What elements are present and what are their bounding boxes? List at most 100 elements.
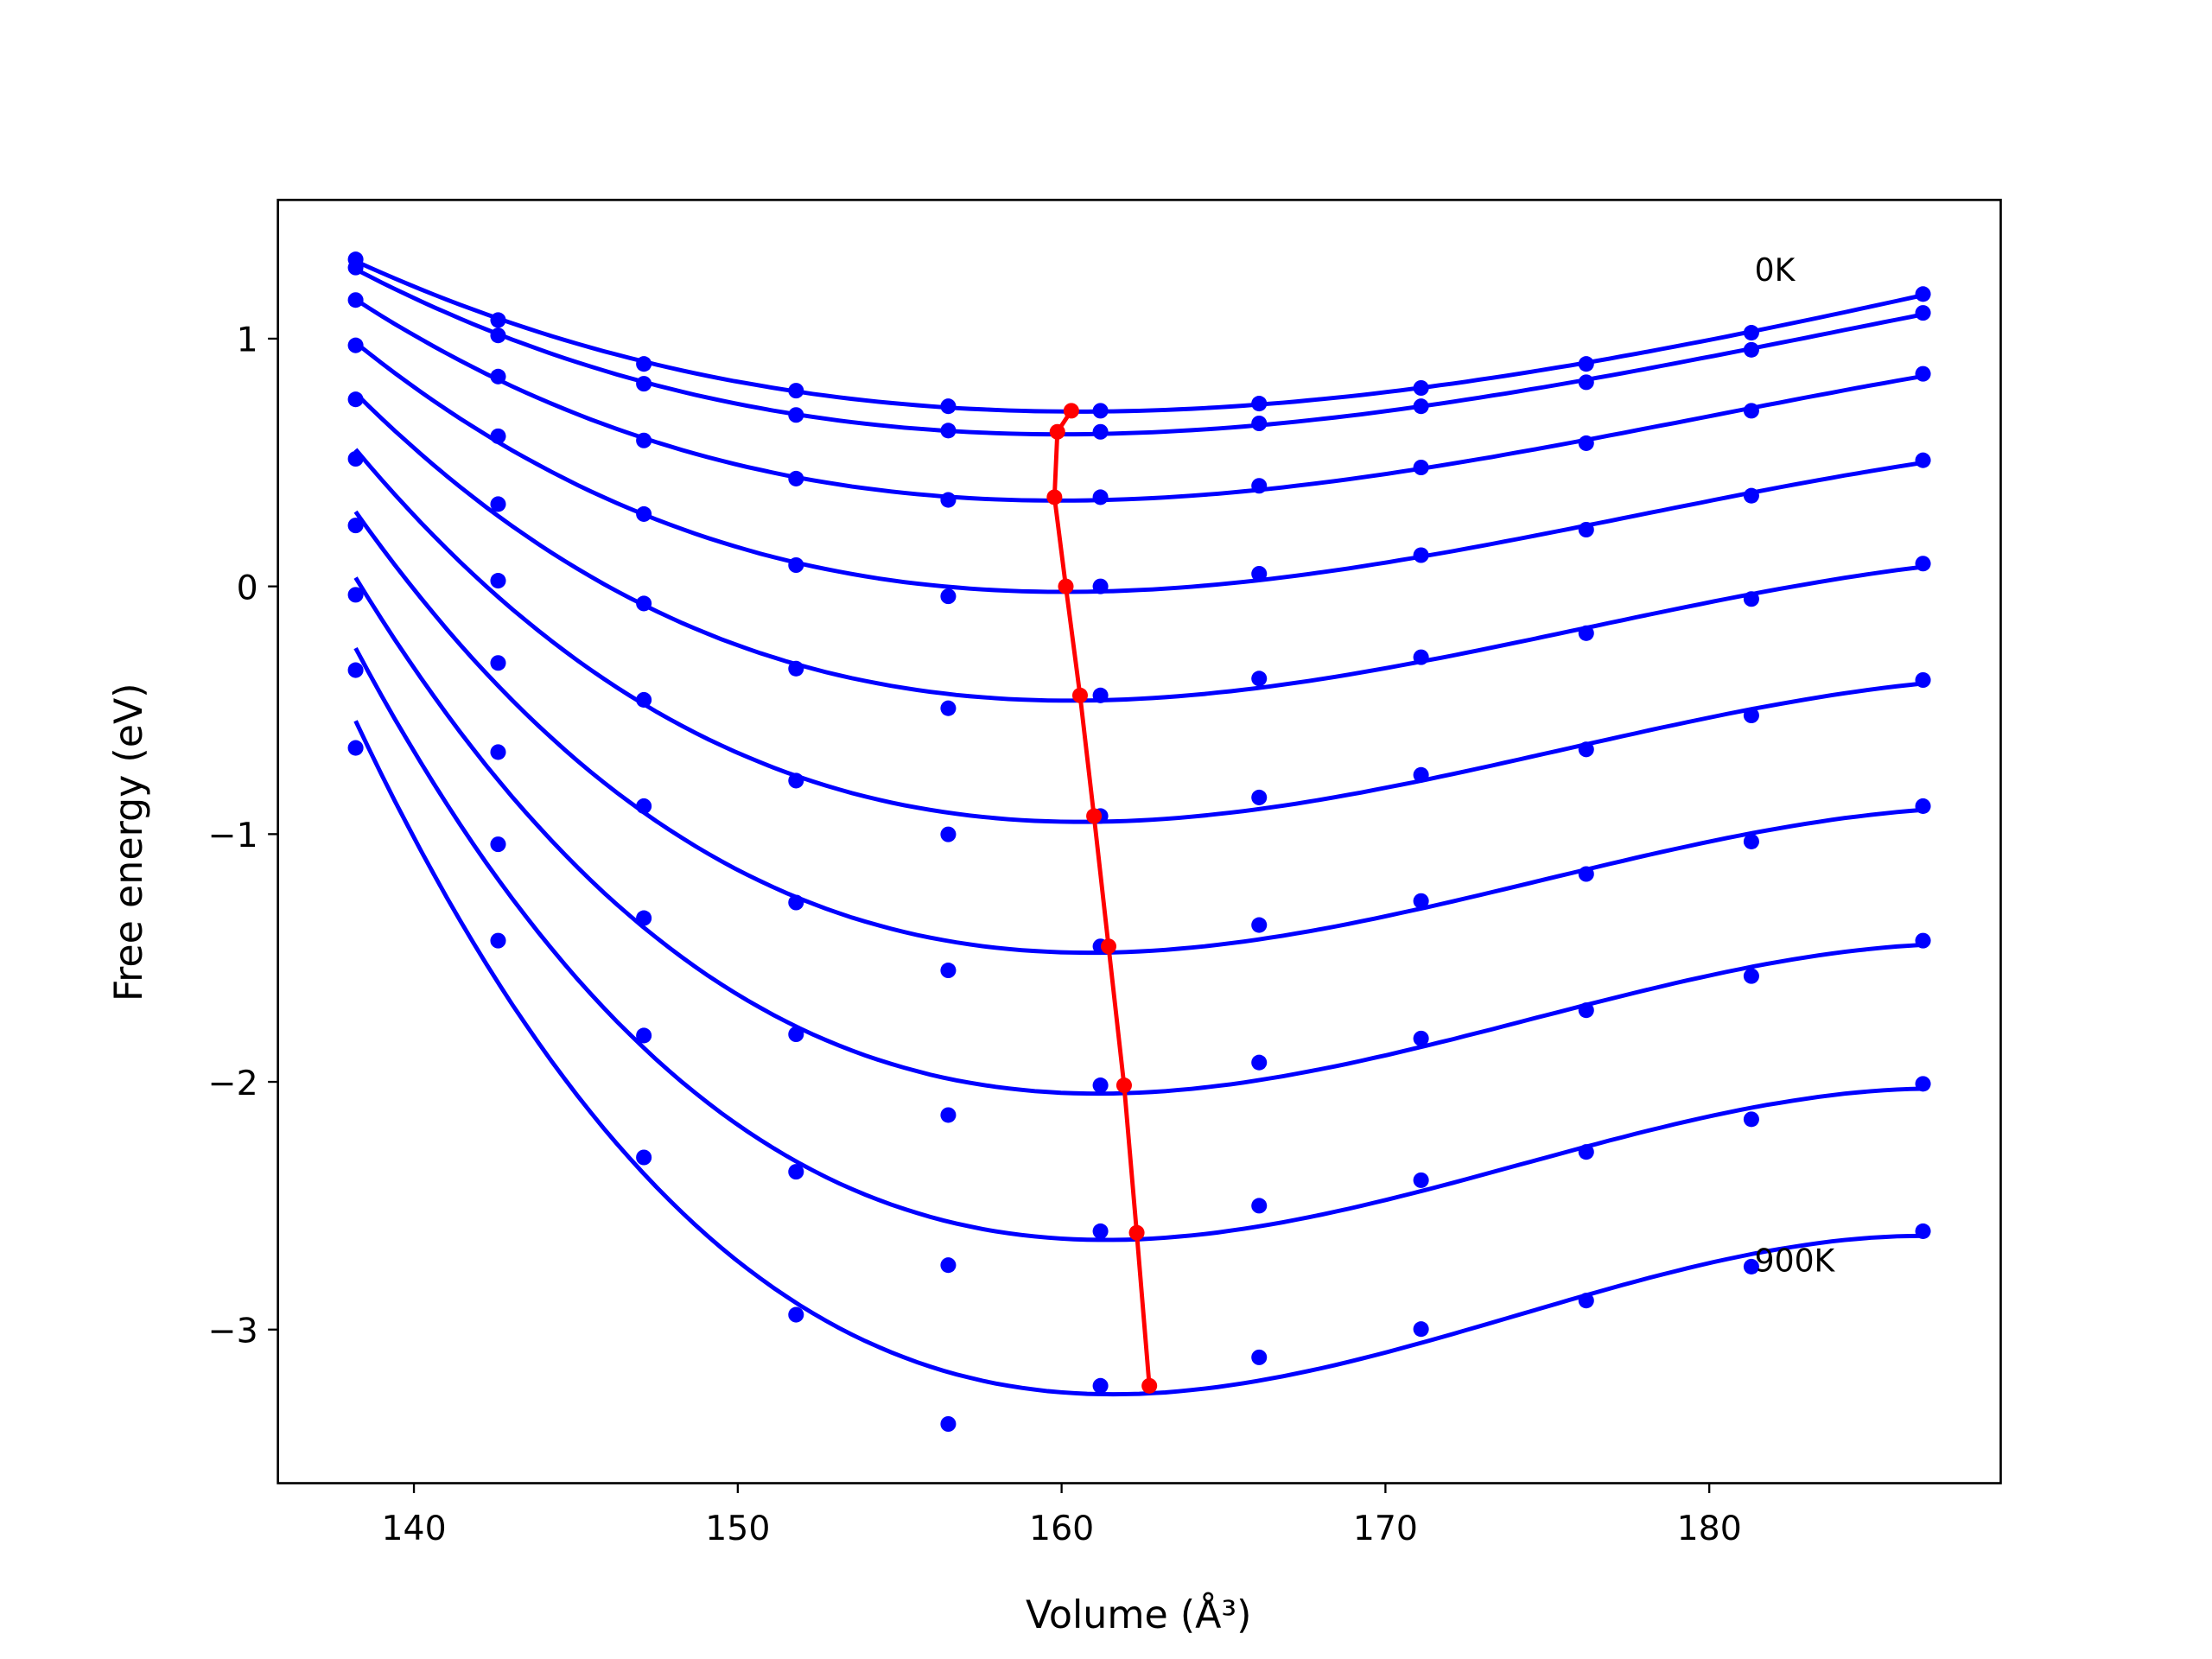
data-point bbox=[490, 836, 506, 853]
data-point bbox=[788, 772, 804, 789]
data-point bbox=[788, 660, 804, 677]
data-point bbox=[1743, 1258, 1759, 1274]
data-point bbox=[347, 337, 364, 353]
data-point bbox=[788, 383, 804, 399]
data-point bbox=[1413, 766, 1429, 783]
minimum-point bbox=[1071, 687, 1089, 703]
fit-curve-1 bbox=[354, 267, 1924, 437]
data-point bbox=[636, 356, 652, 372]
data-point bbox=[347, 587, 364, 603]
minimum-point bbox=[1128, 1224, 1145, 1241]
data-point bbox=[1743, 325, 1759, 341]
data-point bbox=[1915, 798, 1931, 814]
data-point bbox=[347, 740, 364, 756]
x-tick-label: 140 bbox=[381, 1509, 446, 1548]
data-point bbox=[788, 407, 804, 423]
data-point bbox=[490, 368, 506, 385]
data-point bbox=[1578, 625, 1594, 641]
y-tick-label: −3 bbox=[208, 1312, 258, 1351]
data-point bbox=[940, 700, 957, 716]
data-point bbox=[1251, 789, 1268, 805]
data-point bbox=[1251, 1054, 1268, 1071]
data-point bbox=[636, 376, 652, 392]
data-point bbox=[1915, 1223, 1931, 1239]
data-point bbox=[1092, 687, 1109, 703]
data-point bbox=[1413, 1030, 1429, 1046]
data-point bbox=[1915, 1076, 1931, 1092]
minimum-point bbox=[1141, 1377, 1158, 1394]
data-point bbox=[1413, 1321, 1429, 1338]
x-axis-label: Volume (Å³) bbox=[1026, 1592, 1251, 1637]
data-point bbox=[1915, 365, 1931, 382]
data-point bbox=[940, 1415, 957, 1433]
data-point bbox=[1743, 968, 1759, 984]
data-point bbox=[347, 292, 364, 308]
data-point bbox=[490, 312, 506, 328]
data-point bbox=[1743, 487, 1759, 504]
data-point bbox=[636, 1149, 652, 1166]
data-point bbox=[940, 423, 957, 439]
data-point bbox=[1413, 459, 1429, 476]
data-point bbox=[1251, 1198, 1268, 1214]
data-point bbox=[1092, 578, 1109, 594]
data-point bbox=[1092, 489, 1109, 505]
data-point bbox=[1413, 1172, 1429, 1188]
fit-curve-2 bbox=[354, 297, 1923, 503]
data-point bbox=[1743, 341, 1759, 358]
data-point bbox=[788, 1164, 804, 1180]
minimum-point bbox=[1049, 423, 1065, 440]
y-tick-label: −2 bbox=[208, 1064, 258, 1103]
data-point bbox=[1915, 556, 1931, 572]
data-point bbox=[1092, 403, 1109, 419]
fit-curve-6 bbox=[353, 510, 1923, 956]
data-point bbox=[636, 595, 652, 612]
minimum-point bbox=[1046, 489, 1063, 505]
x-tick-label: 160 bbox=[1029, 1509, 1094, 1548]
data-point bbox=[1578, 435, 1594, 451]
data-point bbox=[1251, 396, 1268, 412]
data-point bbox=[1251, 565, 1268, 582]
data-point bbox=[1578, 1002, 1594, 1019]
fit-curve-5 bbox=[353, 448, 1923, 824]
y-tick-label: 0 bbox=[237, 568, 258, 607]
data-point bbox=[1915, 932, 1931, 949]
minimum-line bbox=[1046, 403, 1158, 1394]
data-point bbox=[788, 1026, 804, 1043]
minimum-point bbox=[1116, 1077, 1132, 1094]
data-point bbox=[636, 1027, 652, 1044]
data-point bbox=[1578, 374, 1594, 391]
x-tick-label: 170 bbox=[1353, 1509, 1418, 1548]
fit-curve-3 bbox=[354, 340, 1923, 594]
data-point bbox=[788, 470, 804, 486]
data-point bbox=[1915, 452, 1931, 468]
data-point bbox=[636, 691, 652, 708]
data-point bbox=[636, 910, 652, 926]
annotation-label: 0K bbox=[1755, 251, 1796, 289]
data-point bbox=[490, 496, 506, 512]
data-point bbox=[788, 894, 804, 911]
data-point bbox=[347, 391, 364, 408]
data-point bbox=[1092, 1077, 1109, 1094]
data-point bbox=[1251, 917, 1268, 933]
y-axis-label: Free energy (eV) bbox=[107, 683, 151, 1001]
data-point bbox=[1578, 356, 1594, 372]
minimum-point bbox=[1058, 578, 1074, 594]
data-point bbox=[636, 798, 652, 814]
data-point bbox=[1092, 423, 1109, 440]
data-point bbox=[1578, 1293, 1594, 1309]
fit-curve-9 bbox=[353, 720, 1923, 1397]
data-point bbox=[1743, 833, 1759, 849]
data-point bbox=[940, 492, 957, 508]
data-point bbox=[788, 556, 804, 574]
minimum-point bbox=[1100, 938, 1116, 955]
data-point bbox=[940, 963, 957, 979]
data-point bbox=[1743, 591, 1759, 607]
data-point bbox=[1413, 398, 1429, 415]
data-point bbox=[1578, 741, 1594, 758]
data-point bbox=[1092, 1223, 1109, 1239]
fit-curve-4 bbox=[353, 391, 1923, 703]
fit-curve-0 bbox=[354, 259, 1924, 414]
annotations: 0K 900K bbox=[1755, 251, 1836, 1280]
data-point bbox=[940, 1107, 957, 1123]
data-point bbox=[347, 518, 364, 534]
